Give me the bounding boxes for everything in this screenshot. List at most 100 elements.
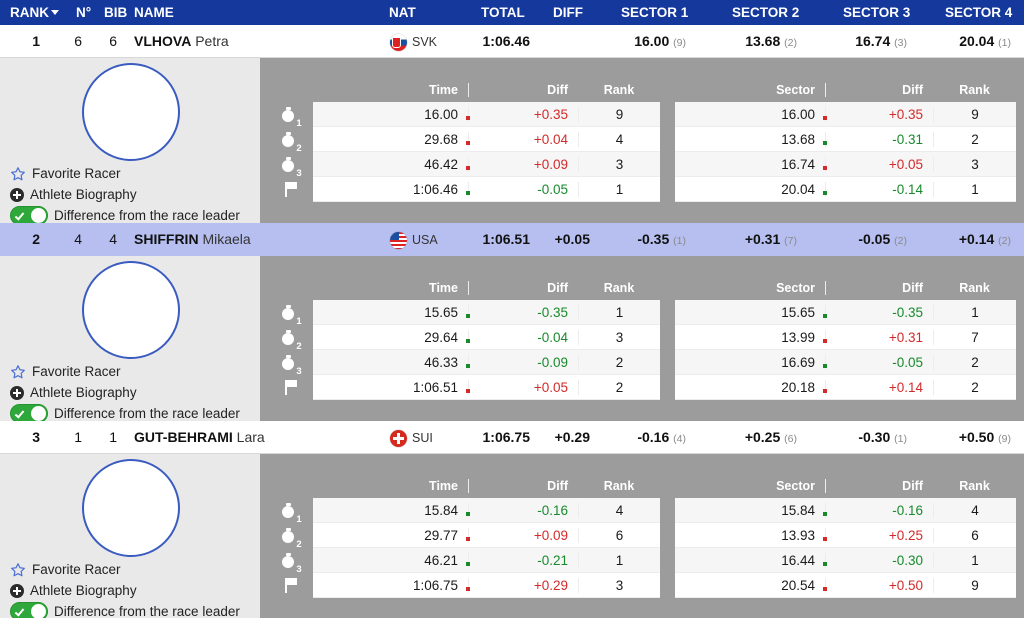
sector-time: 16.74 (675, 157, 827, 172)
star-icon (10, 562, 26, 578)
split-icon-row: 2 (277, 523, 307, 550)
result-sector-4-rank: (2) (998, 235, 1011, 247)
column-header-rank[interactable]: RANK (10, 0, 74, 25)
split-diff: +0.05 (468, 379, 578, 395)
column-header-total[interactable]: TOTAL (481, 5, 525, 20)
result-sector-4: +0.14 (2) (925, 223, 1011, 256)
result-sector-1-value: -0.35 (637, 231, 670, 247)
result-row-1[interactable]: 1 6 6 VLHOVA Petra SVK 1:06.46 16.00 (9)… (0, 25, 1024, 58)
result-sector-3-rank: (3) (894, 37, 907, 49)
difference-toggle-option[interactable]: Difference from the race leader (10, 205, 240, 226)
split-times-header: Time Diff Rank (313, 474, 660, 498)
sector-times-table: Sector Diff Rank 16.00 +0.35 9 13.68 -0.31 2 1… (675, 78, 1016, 202)
sector-diff: -0.31 (825, 131, 933, 147)
result-sector-1-value: 16.00 (634, 33, 670, 49)
athlete-biography-option[interactable]: Athlete Biography (10, 382, 240, 403)
result-firstname: Mikaela (202, 231, 251, 247)
sector-diff: -0.14 (825, 181, 933, 197)
stopwatch-icon (282, 553, 295, 568)
column-header-nat[interactable]: NAT (389, 5, 416, 20)
split-time: 15.65 (313, 305, 470, 320)
avatar-wrap[interactable] (82, 63, 180, 161)
split-time: 29.64 (313, 330, 470, 345)
split-row: 46.21 -0.21 1 (313, 548, 660, 573)
result-sector-4: +0.50 (9) (925, 421, 1011, 454)
result-nat: SVK (390, 25, 437, 58)
star-icon (10, 364, 26, 380)
split-times-table: Time Diff Rank 16.00 +0.35 9 29.68 +0.04 4 46.… (313, 78, 660, 202)
split-times-table: Time Diff Rank 15.65 -0.35 1 29.64 -0.04 3 46.… (313, 276, 660, 400)
sector-time: 15.65 (675, 305, 827, 320)
result-lastname: GUT-BEHRAMI (134, 429, 233, 445)
sector-row: 16.69 -0.05 2 (675, 350, 1016, 375)
result-sector-3: 16.74 (3) (821, 25, 907, 58)
favorite-racer-option[interactable]: Favorite Racer (10, 361, 240, 382)
check-icon (14, 210, 25, 221)
athlete-biography-option[interactable]: Athlete Biography (10, 580, 240, 601)
result-sector-3-value: -0.05 (858, 231, 891, 247)
column-header-sector-2[interactable]: SECTOR 2 (732, 5, 800, 20)
result-sector-2: +0.25 (6) (711, 421, 797, 454)
result-row-2[interactable]: 2 4 4 SHIFFRIN Mikaela USA 1:06.51 +0.05… (0, 223, 1024, 256)
split-rank: 3 (578, 156, 660, 172)
column-header-sector-3[interactable]: SECTOR 3 (843, 5, 911, 20)
avatar-wrap[interactable] (82, 459, 180, 557)
sector-row: 15.84 -0.16 4 (675, 498, 1016, 523)
sector-rank: 9 (933, 577, 1016, 593)
stopwatch-icon (282, 157, 295, 172)
sector-rank: 2 (933, 379, 1016, 395)
split-time: 29.68 (313, 132, 470, 147)
avatar (82, 459, 180, 557)
result-sector-4-rank: (1) (998, 37, 1011, 49)
sector-time: 13.99 (675, 330, 827, 345)
difference-toggle[interactable] (10, 602, 48, 618)
split-rank: 3 (578, 577, 660, 593)
result-sector-3-value: 16.74 (855, 33, 891, 49)
check-icon (14, 606, 25, 617)
split-diff: +0.29 (468, 577, 578, 593)
athlete-detail-panel: Favorite Racer Athlete Biography Differe… (0, 454, 1024, 618)
sector-header-sector: Sector (776, 281, 815, 295)
sector-row: 20.54 +0.50 9 (675, 573, 1016, 598)
split-icon-row: 3 (277, 350, 307, 377)
split-diff: +0.35 (468, 106, 578, 122)
favorite-racer-option[interactable]: Favorite Racer (10, 559, 240, 580)
athlete-detail-panel: Favorite Racer Athlete Biography Differe… (0, 256, 1024, 424)
athlete-info-pane: Favorite Racer Athlete Biography Differe… (0, 454, 260, 618)
column-header-name[interactable]: NAME (134, 5, 174, 20)
split-diff: -0.35 (468, 304, 578, 320)
athlete-biography-label: Athlete Biography (30, 385, 137, 400)
result-row-3[interactable]: 3 1 1 GUT-BEHRAMI Lara SUI 1:06.75 +0.29… (0, 421, 1024, 454)
column-header-number[interactable]: N° (76, 5, 92, 20)
split-rank: 9 (578, 106, 660, 122)
difference-toggle-option[interactable]: Difference from the race leader (10, 403, 240, 424)
difference-toggle-option[interactable]: Difference from the race leader (10, 601, 240, 618)
result-sector-3-value: -0.30 (858, 429, 891, 445)
result-rank: 3 (32, 429, 40, 445)
result-sector-2-value: +0.25 (744, 429, 781, 445)
difference-toggle-label: Difference from the race leader (54, 208, 240, 223)
sector-diff: -0.16 (825, 502, 933, 518)
split-time: 29.77 (313, 528, 470, 543)
sector-rank: 3 (933, 156, 1016, 172)
result-rank: 2 (32, 231, 40, 247)
sector-header-sector: Sector (776, 83, 815, 97)
column-header-sector-4[interactable]: SECTOR 4 (945, 5, 1013, 20)
column-header-bib[interactable]: BIB (104, 5, 128, 20)
split-times-table: Time Diff Rank 15.84 -0.16 4 29.77 +0.09 6 46.… (313, 474, 660, 598)
column-header-sector-1[interactable]: SECTOR 1 (621, 5, 689, 20)
split-time: 46.21 (313, 553, 470, 568)
toggle-knob (31, 406, 46, 421)
column-header-diff[interactable]: DIFF (553, 5, 583, 20)
athlete-biography-option[interactable]: Athlete Biography (10, 184, 240, 205)
sector-rank: 9 (933, 106, 1016, 122)
sector-rank: 7 (933, 329, 1016, 345)
avatar-wrap[interactable] (82, 261, 180, 359)
plus-circle-icon (10, 385, 24, 400)
split-row: 16.00 +0.35 9 (313, 102, 660, 127)
sector-diff: +0.14 (825, 379, 933, 395)
favorite-racer-option[interactable]: Favorite Racer (10, 163, 240, 184)
split-icon-row: 2 (277, 127, 307, 154)
result-name: SHIFFRIN Mikaela (134, 223, 251, 256)
split-diff: -0.05 (468, 181, 578, 197)
